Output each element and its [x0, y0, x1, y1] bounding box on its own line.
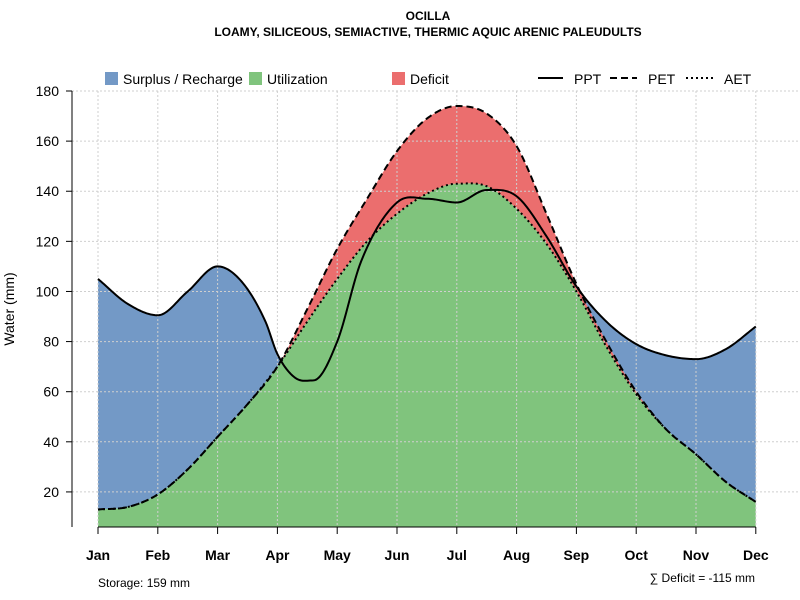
series-line-ppt: [97, 188, 757, 382]
series-line-pet: [97, 105, 757, 511]
x-tick-label: Dec: [743, 547, 769, 563]
legend-label-pet: PET: [648, 71, 676, 87]
x-tick-label: Feb: [145, 547, 170, 563]
x-tick-label: Sep: [564, 547, 590, 563]
area-utilization: [98, 183, 756, 527]
x-tick-label: May: [324, 547, 351, 563]
y-tick-label: 100: [36, 283, 60, 299]
legend: Surplus / Recharge Utilization Deficit P…: [105, 71, 752, 87]
y-tick-label: 40: [43, 434, 59, 450]
legend-label-deficit: Deficit: [410, 71, 449, 87]
x-tick-label: Mar: [205, 547, 230, 563]
x-tick-label: Jul: [447, 547, 467, 563]
deficit-total-label: ∑ Deficit = -115 mm: [650, 571, 755, 585]
legend-label-surplus: Surplus / Recharge: [123, 71, 243, 87]
area-surplus: [98, 106, 756, 510]
legend-swatch-deficit: [392, 72, 405, 85]
y-tick-label: 80: [43, 334, 59, 350]
x-tick-label: Aug: [503, 547, 530, 563]
x-tick-label: Oct: [625, 547, 649, 563]
y-tick-label: 20: [43, 484, 59, 500]
y-tick-label: 160: [36, 133, 60, 149]
y-tick-label: 120: [36, 233, 60, 249]
x-tick-label: Apr: [265, 547, 290, 563]
area-deficit: [98, 106, 756, 510]
legend-label-aet: AET: [724, 71, 752, 87]
chart-subtitle: LOAMY, SILICEOUS, SEMIACTIVE, THERMIC AQ…: [214, 25, 641, 39]
y-tick-label: 180: [36, 83, 60, 99]
y-tick-label: 60: [43, 384, 59, 400]
x-tick-label: Jun: [385, 547, 410, 563]
x-tick-label: Nov: [683, 547, 710, 563]
legend-label-utilization: Utilization: [267, 71, 328, 87]
legend-label-ppt: PPT: [574, 71, 602, 87]
y-axis-label: Water (mm): [1, 272, 17, 345]
legend-swatch-utilization: [249, 72, 262, 85]
chart-title: OCILLA: [406, 9, 451, 23]
y-tick-label: 140: [36, 183, 60, 199]
legend-swatch-surplus: [105, 72, 118, 85]
storage-label: Storage: 159 mm: [98, 576, 190, 590]
x-tick-label: Jan: [86, 547, 110, 563]
